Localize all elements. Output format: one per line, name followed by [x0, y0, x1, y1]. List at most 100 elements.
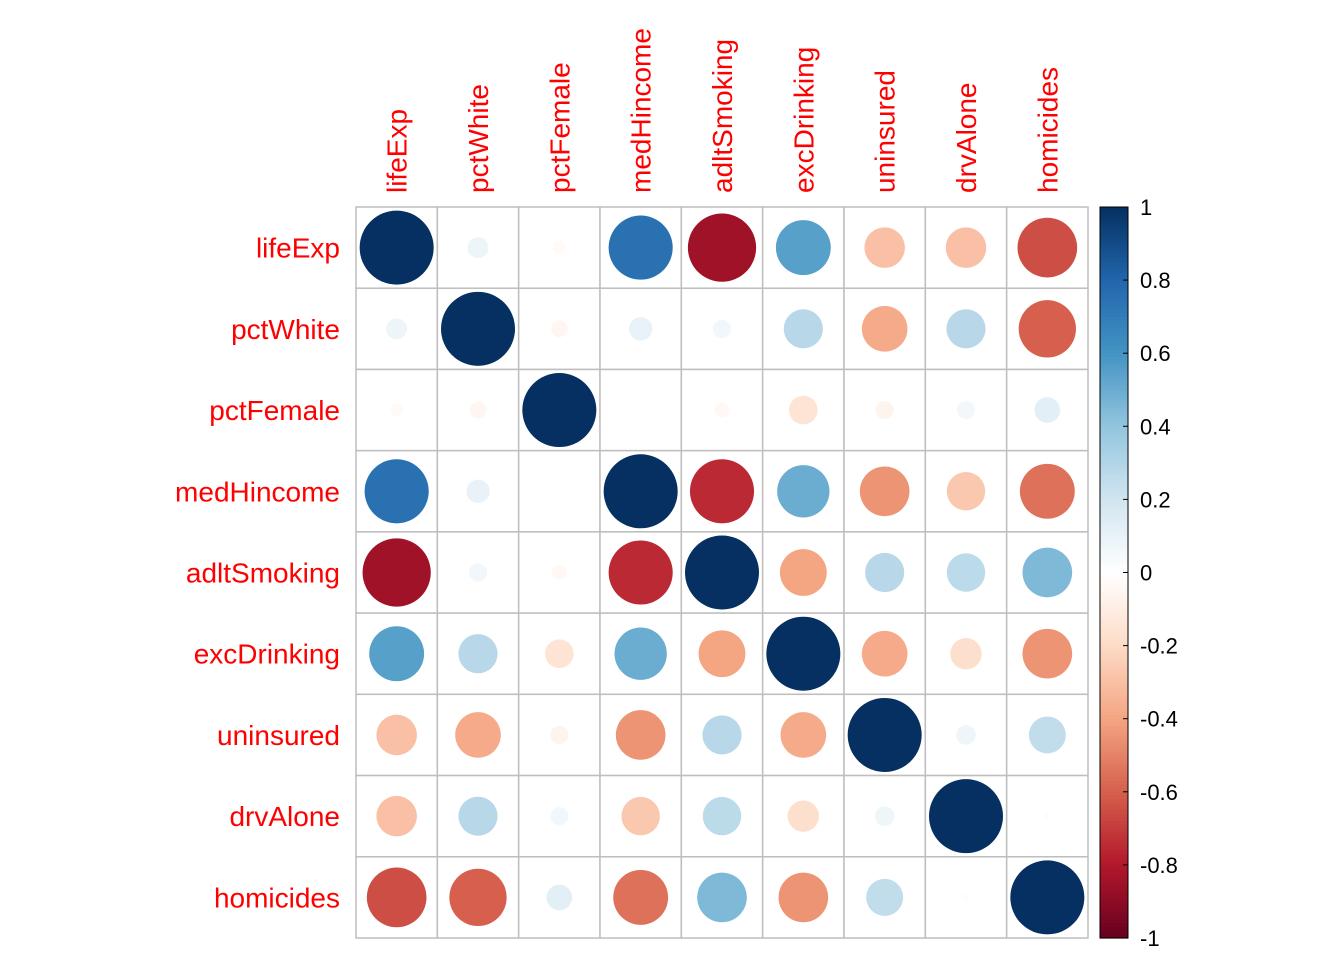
colorbar-segment: [1100, 769, 1128, 775]
colorbar-segment: [1100, 291, 1128, 296]
colorbar-segment: [1100, 323, 1128, 329]
colorbar-tick-label: -0.4: [1140, 707, 1178, 732]
colorbar-segment: [1100, 557, 1128, 563]
colorbar-segment: [1100, 810, 1128, 815]
colorbar-segment: [1100, 287, 1128, 292]
colorbar-segment: [1100, 572, 1128, 577]
colorbar-segment: [1100, 707, 1128, 712]
colorbar-segment: [1100, 561, 1128, 566]
colorbar-segment: [1100, 740, 1128, 745]
colorbar-segment: [1100, 528, 1128, 533]
corr-circle-pctFemale-drvAlone: [956, 400, 976, 420]
corr-circle-uninsured-homicides: [1028, 716, 1066, 754]
colorbar-segment: [1100, 440, 1128, 446]
colorbar-segment: [1100, 630, 1128, 636]
row-label: uninsured: [217, 720, 340, 751]
colorbar-segment: [1100, 879, 1128, 884]
corr-circle-medHincome-medHincome: [603, 454, 678, 529]
colorbar-segment: [1100, 930, 1128, 935]
colorbar-segment: [1100, 514, 1128, 519]
colorbar-segment: [1100, 276, 1128, 281]
corr-circle-excDrinking-homicides: [1022, 628, 1073, 679]
colorbar-segment: [1100, 824, 1128, 829]
colorbar-segment: [1100, 459, 1128, 464]
colorbar-segment: [1100, 864, 1128, 870]
colorbar-segment: [1100, 693, 1128, 698]
corr-circle-pctFemale-adltSmoking: [714, 402, 730, 418]
colorbar-segment: [1100, 517, 1128, 522]
corr-circle-pctFemale-pctWhite: [469, 401, 487, 419]
corr-circle-lifeExp-homicides: [1017, 217, 1078, 278]
column-label: excDrinking: [788, 47, 819, 193]
colorbar-segment: [1100, 817, 1128, 822]
corr-circle-drvAlone-lifeExp: [376, 795, 417, 837]
colorbar-segment: [1100, 729, 1128, 734]
row-label: adltSmoking: [186, 558, 340, 589]
colorbar-segment: [1100, 594, 1128, 599]
colorbar-segment: [1100, 791, 1128, 797]
corr-circle-homicides-uninsured: [866, 878, 904, 916]
colorbar-segment: [1100, 477, 1128, 482]
corr-circle-lifeExp-pctFemale: [552, 241, 566, 255]
colorbar-segment: [1100, 437, 1128, 442]
colorbar-segment: [1100, 905, 1128, 910]
colorbar-segment: [1100, 736, 1128, 742]
colorbar-segment: [1100, 916, 1128, 921]
colorbar-segment: [1100, 601, 1128, 606]
colorbar-segment: [1100, 850, 1128, 855]
colorbar-segment: [1100, 773, 1128, 778]
row-label: pctWhite: [231, 314, 340, 345]
column-label: lifeExp: [382, 109, 413, 193]
colorbar-segment: [1100, 634, 1128, 639]
colorbar-segment: [1100, 382, 1128, 387]
corr-circle-pctFemale-lifeExp: [390, 403, 404, 417]
column-label: pctFemale: [544, 62, 575, 193]
corr-circle-pctWhite-lifeExp: [386, 318, 408, 340]
colorbar-segment: [1100, 828, 1128, 833]
colorbar-segment: [1100, 755, 1128, 760]
colorbar-segment: [1100, 280, 1128, 285]
row-label: homicides: [214, 882, 340, 913]
grid-cell: [680, 368, 764, 452]
colorbar-segment: [1100, 378, 1128, 384]
colorbar-segment: [1100, 433, 1128, 438]
colorbar-segment: [1100, 744, 1128, 749]
colorbar-segment: [1100, 444, 1128, 449]
colorbar-segment: [1100, 448, 1128, 453]
corr-circle-uninsured-lifeExp: [376, 714, 417, 756]
colorbar-segment: [1100, 411, 1128, 416]
colorbar-segment: [1100, 751, 1128, 756]
corr-circle-adltSmoking-homicides: [1022, 547, 1073, 598]
colorbar-segment: [1100, 872, 1128, 877]
colorbar-segment: [1100, 777, 1128, 782]
colorbar-segment: [1100, 927, 1128, 932]
colorbar-segment: [1100, 609, 1128, 614]
colorbar-segment: [1100, 598, 1128, 603]
colorbar-segment: [1100, 503, 1128, 508]
corr-circle-lifeExp-medHincome: [608, 215, 673, 280]
colorbar-segment: [1100, 247, 1128, 252]
corr-circle-pctWhite-pctWhite: [440, 291, 516, 366]
corr-circle-excDrinking-adltSmoking: [698, 630, 746, 678]
corr-circle-pctFemale-uninsured: [875, 400, 894, 420]
colorbar-segment: [1100, 671, 1128, 676]
colorbar-segment: [1100, 243, 1128, 248]
row-label: excDrinking: [194, 639, 340, 670]
colorbar-segment: [1100, 506, 1128, 511]
colorbar-segment: [1100, 338, 1128, 343]
corr-circle-adltSmoking-lifeExp: [362, 538, 431, 607]
corr-circle-excDrinking-pctFemale: [545, 639, 574, 669]
colorbar-segment: [1100, 422, 1128, 427]
column-label: adltSmoking: [707, 39, 738, 193]
colorbar-tick-label: 1: [1140, 195, 1152, 220]
corr-circle-pctWhite-homicides: [1018, 300, 1076, 358]
corr-circle-adltSmoking-pctFemale: [551, 565, 567, 580]
colorbar-segment: [1100, 656, 1128, 661]
colorbar-tick-label: 0.6: [1140, 341, 1171, 366]
grid-cell: [924, 206, 1008, 289]
colorbar-tick-label: -0.2: [1140, 634, 1178, 659]
column-label: medHincome: [626, 28, 657, 193]
corr-circle-adltSmoking-excDrinking: [779, 549, 827, 596]
colorbar-segment: [1100, 451, 1128, 457]
